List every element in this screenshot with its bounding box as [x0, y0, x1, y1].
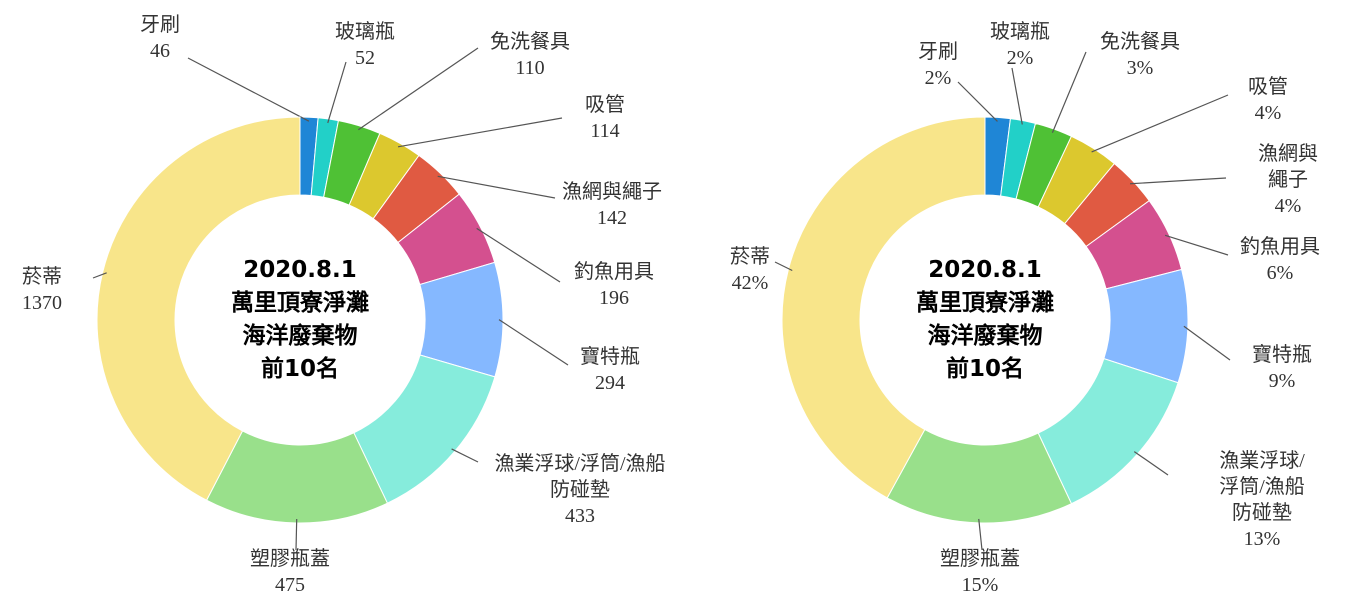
leader-line — [476, 227, 561, 283]
slice-label: 漁網與繩子 142 — [562, 179, 662, 231]
leader-line — [327, 61, 347, 124]
slice-label: 菸蒂 1370 — [22, 264, 62, 316]
leader-line — [437, 175, 556, 199]
category-label: 漁網與繩子 — [1258, 143, 1318, 191]
slice-label: 漁網與繩子 4% — [1250, 141, 1326, 219]
slice-label: 免洗餐具 110 — [490, 29, 570, 81]
slice-label: 塑膠瓶蓋 15% — [940, 546, 1020, 598]
slice — [96, 116, 301, 501]
value-label: 294 — [595, 372, 625, 394]
leader-line — [187, 57, 310, 122]
leader-line — [978, 518, 983, 551]
leader-line — [1130, 177, 1227, 185]
category-label: 牙刷 — [918, 41, 958, 63]
center-line: 海洋廢棄物 — [242, 323, 358, 349]
slice-label: 玻璃瓶 2% — [990, 19, 1050, 71]
category-label: 釣魚用具 — [574, 261, 654, 283]
category-label: 釣魚用具 — [1240, 236, 1320, 258]
value-label: 433 — [565, 505, 595, 527]
slice-label: 吸管 4% — [1248, 74, 1288, 126]
value-label: 4% — [1274, 195, 1302, 217]
slice-label: 漁業浮球/浮筒/漁船防碰墊 13% — [1211, 448, 1313, 552]
category-label: 菸蒂 — [730, 246, 770, 268]
leader-line — [1011, 67, 1023, 125]
category-label: 免洗餐具 — [490, 31, 570, 53]
value-label: 110 — [515, 57, 545, 79]
slice-label: 塑膠瓶蓋 475 — [250, 546, 330, 598]
leader-line — [1133, 451, 1169, 476]
value-label: 42% — [731, 272, 769, 294]
slice-label: 吸管 114 — [585, 92, 625, 144]
category-label: 漁業浮球/浮筒/漁船防碰墊 — [494, 453, 666, 501]
leader-line — [498, 319, 569, 366]
slice-label: 菸蒂 42% — [730, 244, 770, 296]
slice-label: 漁業浮球/浮筒/漁船防碰墊 433 — [485, 451, 675, 529]
category-label: 漁網與繩子 — [562, 181, 662, 203]
category-label: 寶特瓶 — [580, 346, 640, 368]
value-label: 142 — [597, 207, 627, 229]
slice-label: 寶特瓶 9% — [1252, 342, 1312, 394]
category-label: 免洗餐具 — [1100, 31, 1180, 53]
value-label: 196 — [599, 287, 629, 309]
category-label: 吸管 — [585, 94, 625, 116]
slice-label: 寶特瓶 294 — [580, 344, 640, 396]
category-label: 菸蒂 — [22, 266, 62, 288]
category-label: 玻璃瓶 — [990, 21, 1050, 43]
center-line: 萬里頂寮淨灘 — [231, 290, 369, 316]
slice — [781, 116, 986, 499]
value-label: 9% — [1268, 370, 1296, 392]
leader-line — [1164, 234, 1229, 256]
center-text: 2020.8.1 萬里頂寮淨灘 海洋廢棄物前10名 — [916, 254, 1054, 386]
leader-line — [357, 47, 479, 131]
value-label: 1370 — [22, 292, 62, 314]
leader-line — [1091, 94, 1229, 153]
value-label: 52 — [355, 47, 375, 69]
center-line: 2020.8.1 — [928, 257, 1042, 283]
category-label: 吸管 — [1248, 76, 1288, 98]
center-line: 海洋廢棄物 — [927, 323, 1043, 349]
leader-line — [957, 81, 998, 122]
center-line: 前10名 — [945, 356, 1024, 382]
value-label: 6% — [1266, 262, 1294, 284]
value-label: 3% — [1126, 57, 1154, 79]
leader-line — [397, 117, 563, 148]
value-label: 15% — [961, 574, 999, 596]
category-label: 塑膠瓶蓋 — [250, 548, 330, 570]
value-label: 2% — [924, 67, 952, 89]
slice-label: 釣魚用具 6% — [1240, 234, 1320, 286]
category-label: 漁業浮球/浮筒/漁船防碰墊 — [1219, 450, 1305, 524]
leader-line — [1051, 51, 1087, 133]
center-line: 2020.8.1 — [243, 257, 357, 283]
center-line: 前10名 — [260, 356, 339, 382]
slice-label: 免洗餐具 3% — [1100, 29, 1180, 81]
value-label: 4% — [1254, 102, 1282, 124]
value-label: 114 — [590, 120, 620, 142]
slice-label: 玻璃瓶 52 — [335, 19, 395, 71]
center-text: 2020.8.1 萬里頂寮淨灘 海洋廢棄物前10名 — [231, 254, 369, 386]
center-line: 萬里頂寮淨灘 — [916, 290, 1054, 316]
value-label: 2% — [1006, 47, 1034, 69]
slice-label: 釣魚用具 196 — [574, 259, 654, 311]
category-label: 牙刷 — [140, 14, 180, 36]
slice-label: 牙刷 2% — [918, 39, 958, 91]
leader-line — [1183, 325, 1231, 361]
slice-label: 牙刷 46 — [140, 12, 180, 64]
leader-line — [92, 272, 107, 279]
category-label: 寶特瓶 — [1252, 344, 1312, 366]
leader-line — [451, 448, 479, 463]
leader-line — [295, 518, 298, 551]
value-label: 475 — [275, 574, 305, 596]
category-label: 玻璃瓶 — [335, 21, 395, 43]
value-label: 46 — [150, 40, 170, 62]
leader-line — [774, 261, 793, 272]
value-label: 13% — [1243, 528, 1281, 550]
category-label: 塑膠瓶蓋 — [940, 548, 1020, 570]
